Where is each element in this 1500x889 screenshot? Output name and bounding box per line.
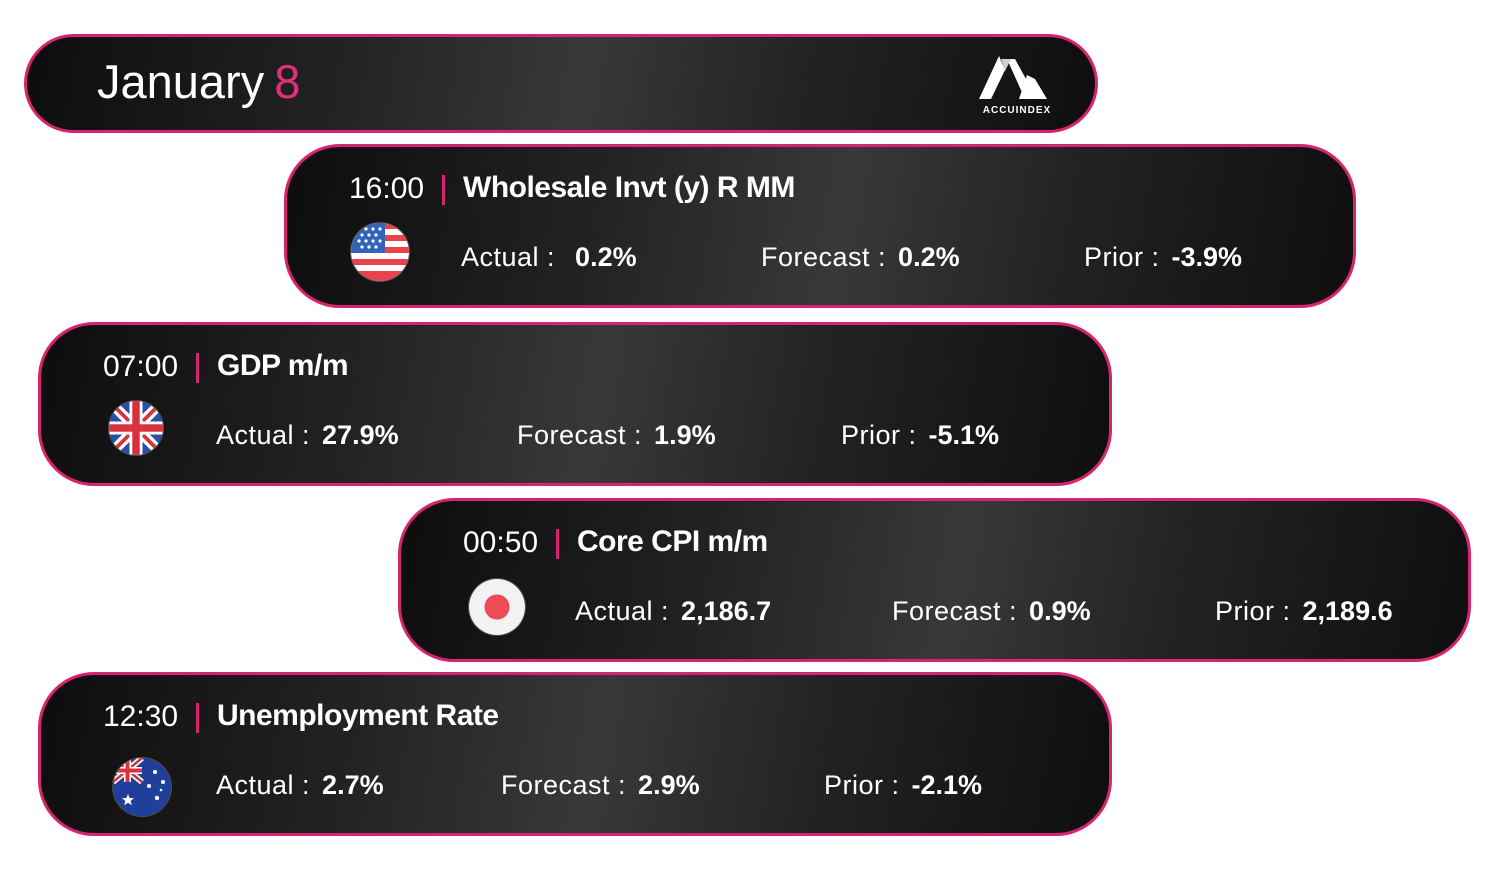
- forecast-label: Forecast :: [517, 420, 643, 450]
- separator: [442, 175, 445, 205]
- actual-label: Actual :: [461, 242, 556, 272]
- prior-stat: Prior : -5.1%: [841, 418, 999, 452]
- prior-stat: Prior : -3.9%: [1084, 240, 1242, 274]
- event-title: Unemployment Rate: [217, 699, 499, 732]
- forecast-stat: Forecast : 2.9%: [501, 768, 700, 802]
- event-title: Core CPI m/m: [577, 525, 768, 558]
- forecast-label: Forecast :: [761, 242, 887, 272]
- prior-label: Prior :: [1084, 242, 1160, 272]
- event-title: Wholesale Invt (y) R MM: [463, 171, 795, 204]
- actual-label: Actual :: [216, 770, 311, 800]
- forecast-label: Forecast :: [501, 770, 627, 800]
- prior-value: -5.1%: [928, 420, 1000, 450]
- forecast-stat: Forecast : 0.2%: [761, 240, 960, 274]
- actual-stat: Actual : 0.2%: [461, 240, 637, 274]
- prior-label: Prior :: [824, 770, 900, 800]
- forecast-stat: Forecast : 1.9%: [517, 418, 716, 452]
- forecast-value: 2.9%: [638, 770, 700, 800]
- actual-value: 2,186.7: [681, 596, 772, 626]
- separator: [556, 529, 559, 559]
- forecast-value: 1.9%: [654, 420, 716, 450]
- prior-value: 2,189.6: [1302, 596, 1393, 626]
- event-time: 00:50: [463, 526, 539, 559]
- event-card[interactable]: 00:50 Core CPI m/m Actual : 2,186.7 Forec…: [398, 498, 1471, 662]
- day-label: 8: [274, 55, 301, 108]
- actual-value: 2.7%: [322, 770, 384, 800]
- actual-label: Actual :: [216, 420, 311, 450]
- brand-name: ACCUINDEX: [982, 105, 1052, 116]
- event-title: GDP m/m: [217, 349, 349, 382]
- actual-stat: Actual : 2.7%: [216, 768, 384, 802]
- separator: [196, 353, 199, 383]
- uk-flag-icon: [109, 401, 163, 455]
- date-header: January 8 ACCUINDEX: [24, 34, 1098, 133]
- japan-flag-icon: [469, 579, 525, 635]
- separator: [196, 703, 199, 733]
- actual-value: 0.2%: [575, 242, 637, 272]
- accuindex-logo-icon: [979, 56, 1047, 99]
- month-label: January: [97, 55, 265, 108]
- prior-label: Prior :: [1215, 596, 1291, 626]
- event-card[interactable]: 07:00 GDP m/m Actual : 27.9% Forecast : 1.…: [38, 322, 1112, 486]
- prior-label: Prior :: [841, 420, 917, 450]
- forecast-value: 0.2%: [898, 242, 960, 272]
- prior-stat: Prior : 2,189.6: [1215, 594, 1393, 628]
- us-flag-icon: [351, 223, 409, 281]
- prior-value: -2.1%: [911, 770, 983, 800]
- event-card[interactable]: 16:00 Wholesale Invt (y) R MM Actual : 0.…: [284, 144, 1356, 308]
- forecast-label: Forecast :: [892, 596, 1018, 626]
- forecast-value: 0.9%: [1029, 596, 1091, 626]
- actual-stat: Actual : 27.9%: [216, 418, 399, 452]
- australia-flag-icon: [113, 758, 171, 816]
- actual-value: 27.9%: [322, 420, 399, 450]
- event-card[interactable]: 12:30 Unemployment Rate Actua: [38, 672, 1112, 836]
- actual-stat: Actual : 2,186.7: [575, 594, 771, 628]
- event-time: 12:30: [103, 700, 179, 733]
- actual-label: Actual :: [575, 596, 670, 626]
- prior-stat: Prior : -2.1%: [824, 768, 982, 802]
- accuindex-logo: ACCUINDEX: [977, 53, 1057, 119]
- prior-value: -3.9%: [1171, 242, 1243, 272]
- event-time: 16:00: [349, 172, 425, 205]
- event-time: 07:00: [103, 350, 179, 383]
- forecast-stat: Forecast : 0.9%: [892, 594, 1091, 628]
- date-title: January 8: [97, 54, 300, 110]
